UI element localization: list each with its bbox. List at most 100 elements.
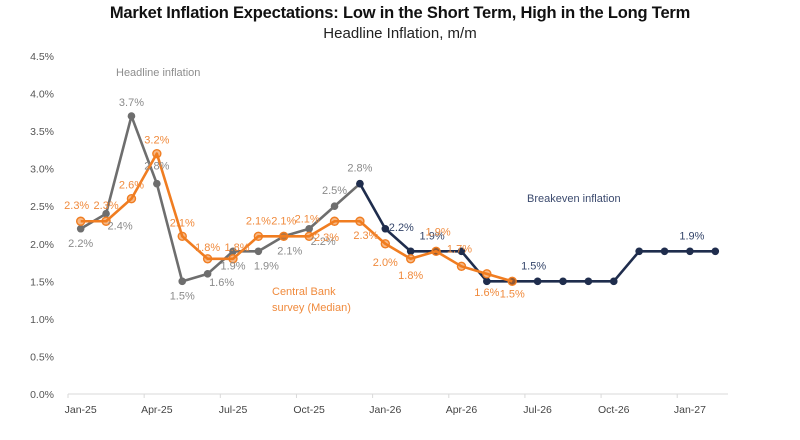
central-bank-survey-median-point bbox=[126, 194, 137, 204]
breakeven-inflation-point bbox=[356, 179, 364, 188]
central-bank-survey-median-data-label: 2.3% bbox=[64, 200, 89, 212]
central-bank-survey-median-data-label: 1.8% bbox=[195, 242, 220, 254]
breakeven-inflation-point bbox=[381, 224, 390, 233]
central-bank-survey-median-data-label: 2.1% bbox=[271, 215, 296, 227]
y-tick-label: 3.5% bbox=[30, 126, 54, 138]
x-axis: Jan-25 Apr-25 Jul-25 Oct-25 Jan-26 Apr-26 Jul-… bbox=[65, 393, 728, 416]
central-bank-survey-median-data-label: 1.9% bbox=[426, 226, 451, 238]
x-tick-label: Jul-26 bbox=[523, 404, 552, 416]
central-bank-survey-median-point bbox=[101, 216, 111, 226]
headline-inflation-point bbox=[330, 202, 339, 211]
central-bank-survey-median-point bbox=[507, 276, 517, 287]
central-bank-survey-median-data-label: 2.6% bbox=[119, 180, 144, 192]
breakeven-inflation-data-label: 2.2% bbox=[389, 222, 414, 234]
headline-inflation-data-label: 3.7% bbox=[119, 97, 144, 109]
x-tick-label: Apr-25 bbox=[141, 404, 173, 416]
headline-inflation-point bbox=[102, 209, 110, 218]
central-bank-survey-median-data-label: 1.8% bbox=[224, 242, 249, 254]
x-tick-label: Jul-25 bbox=[219, 404, 248, 416]
breakeven-inflation-point bbox=[686, 247, 694, 256]
y-tick-label: 2.5% bbox=[30, 201, 54, 213]
series-layer bbox=[75, 112, 720, 287]
breakeven-inflation-point bbox=[457, 247, 466, 256]
headline-inflation-line bbox=[80, 114, 361, 283]
headline-inflation-data-label: 1.6% bbox=[209, 277, 234, 289]
series-annotation: Central Bank bbox=[272, 286, 336, 298]
series-annotation: Headline inflation bbox=[116, 67, 200, 79]
central-bank-survey-median-data-label: 2.3% bbox=[314, 232, 339, 244]
central-bank-survey-median-point bbox=[431, 246, 441, 256]
breakeven-inflation-point bbox=[584, 277, 593, 286]
y-tick-label: 4.0% bbox=[30, 89, 54, 101]
headline-inflation-data-label: 2.2% bbox=[311, 236, 336, 248]
central-bank-survey-median-point bbox=[177, 231, 187, 241]
breakeven-inflation-point bbox=[711, 247, 720, 256]
y-tick-label: 1.5% bbox=[30, 276, 54, 288]
central-bank-survey-median-line bbox=[80, 152, 513, 283]
headline-inflation-point bbox=[254, 247, 263, 256]
headline-inflation-data-label: 2.1% bbox=[277, 245, 302, 257]
central-bank-survey-median-point bbox=[228, 254, 238, 264]
headline-inflation-data-label: 2.2% bbox=[68, 238, 93, 250]
headline-inflation-data-label: 2.4% bbox=[108, 221, 133, 233]
headline-inflation-data-label: 2.8% bbox=[347, 163, 372, 175]
central-bank-survey-median-point bbox=[456, 261, 467, 272]
central-bank-survey-median-data-label: 2.1% bbox=[246, 215, 271, 227]
headline-inflation-data-label: 2.8% bbox=[144, 161, 169, 173]
headline-inflation-point bbox=[76, 224, 85, 233]
chart-title: Market Inflation Expectations: Low in th… bbox=[109, 4, 691, 22]
central-bank-survey-median-point bbox=[355, 216, 365, 226]
central-bank-survey-median-point bbox=[152, 148, 162, 159]
central-bank-survey-median-data-label: 2.3% bbox=[353, 230, 378, 242]
breakeven-inflation-point bbox=[483, 277, 491, 286]
central-bank-survey-median-point bbox=[304, 231, 314, 241]
headline-inflation-point bbox=[153, 179, 161, 188]
central-bank-survey-median-data-label: 2.1% bbox=[295, 213, 320, 225]
annotation-layer: Headline inflation Central Bank survey (Me… bbox=[116, 67, 621, 314]
headline-inflation-data-label: 1.5% bbox=[170, 290, 195, 302]
central-bank-survey-median-data-label: 1.5% bbox=[500, 288, 525, 300]
central-bank-survey-median-data-label: 2.0% bbox=[373, 257, 398, 269]
breakeven-inflation-point bbox=[559, 277, 567, 286]
central-bank-survey-median-data-label: 1.8% bbox=[398, 270, 423, 282]
central-bank-survey-median-point bbox=[482, 269, 492, 279]
breakeven-inflation-point bbox=[533, 277, 542, 286]
central-bank-survey-median-data-label: 2.1% bbox=[170, 217, 195, 229]
central-bank-survey-median-point bbox=[279, 231, 289, 241]
y-tick-label: 1.0% bbox=[30, 314, 54, 326]
headline-inflation-point bbox=[305, 224, 313, 233]
chart-subtitle: Headline Inflation, m/m bbox=[323, 25, 477, 42]
central-bank-survey-median-point bbox=[329, 216, 340, 226]
central-bank-survey-median-data-label: 1.6% bbox=[474, 287, 499, 299]
headline-inflation-point bbox=[203, 270, 212, 278]
central-bank-survey-median-point bbox=[202, 254, 213, 264]
y-tick-label: 2.0% bbox=[30, 239, 54, 251]
central-bank-survey-median-data-label: 2.3% bbox=[94, 200, 119, 212]
headline-inflation-data-label: 1.9% bbox=[220, 260, 245, 272]
x-tick-label: Oct-25 bbox=[293, 404, 325, 416]
breakeven-inflation-data-label: 1.9% bbox=[420, 230, 445, 242]
x-tick-label: Oct-26 bbox=[598, 404, 630, 416]
breakeven-inflation-point bbox=[635, 247, 643, 256]
central-bank-survey-median-point bbox=[253, 231, 264, 241]
y-axis: 0.0% 0.5% 1.0% 1.5% 2.0% 2.5% 3.0% 3.5% 4.0% 4.5% bbox=[30, 51, 54, 401]
y-tick-label: 0.0% bbox=[30, 389, 54, 401]
central-bank-survey-median-data-label: 1.7% bbox=[447, 243, 472, 255]
breakeven-inflation-point bbox=[406, 247, 415, 256]
headline-inflation-point bbox=[127, 112, 136, 120]
breakeven-inflation-point bbox=[609, 277, 618, 286]
data-label-layer: 2.2%2.4%3.7%2.8%1.5%1.6%1.9% 1.9%2.1%2.2%… bbox=[64, 97, 705, 302]
y-tick-label: 3.0% bbox=[30, 164, 54, 176]
y-tick-label: 4.5% bbox=[30, 51, 54, 63]
headline-inflation-data-label: 1.9% bbox=[254, 260, 279, 272]
breakeven-inflation-point bbox=[660, 247, 669, 256]
series-annotation: Breakeven inflation bbox=[527, 193, 621, 205]
x-tick-label: Apr-26 bbox=[446, 404, 478, 416]
breakeven-inflation-data-label: 1.9% bbox=[679, 230, 704, 242]
central-bank-survey-median-point bbox=[380, 239, 391, 249]
x-tick-label: Jan-26 bbox=[369, 404, 401, 416]
central-bank-survey-median-point bbox=[405, 254, 416, 264]
x-tick-label: Jan-25 bbox=[65, 404, 97, 416]
headline-inflation-point bbox=[229, 247, 237, 256]
